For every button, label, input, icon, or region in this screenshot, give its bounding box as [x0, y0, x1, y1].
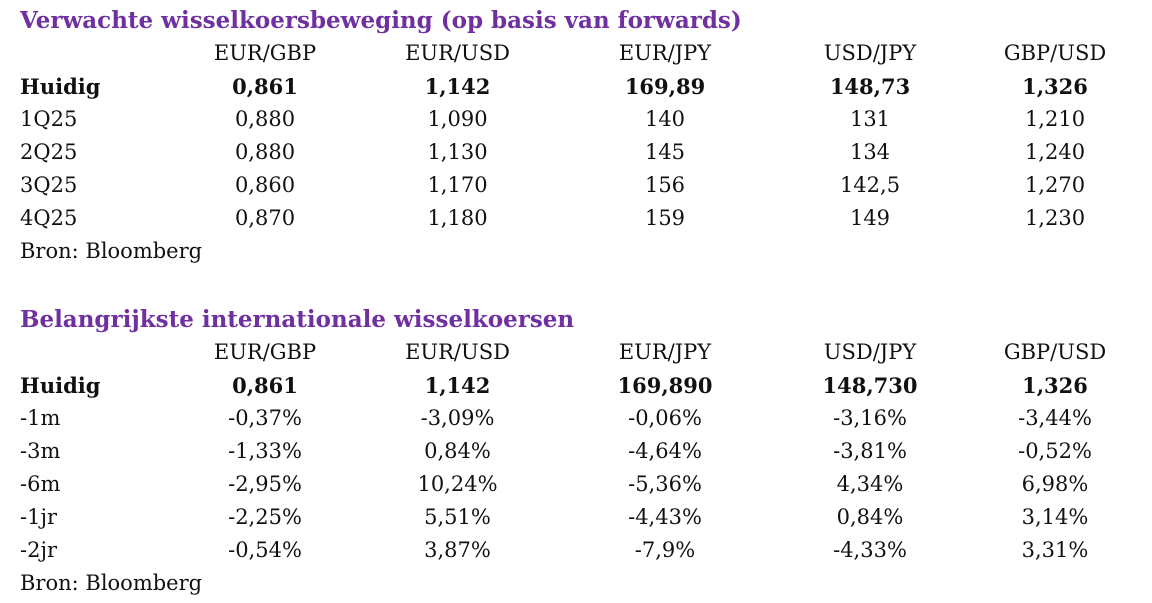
table-cell: 0,860	[234, 173, 296, 197]
table-cell: 1,210	[1024, 107, 1086, 131]
forward-rates-section: Verwachte wisselkoersbeweging (op basis …	[20, 4, 1145, 268]
table-cell: -3,44%	[1018, 406, 1092, 430]
table-row: Huidig 0,861 1,142 169,89 148,73 1,326	[20, 70, 1145, 103]
table-cell: -7,9%	[634, 538, 696, 562]
table-cell: 10,24%	[417, 472, 498, 496]
forward-rates-title: Verwachte wisselkoersbeweging (op basis …	[20, 7, 742, 34]
table-cell: -4,43%	[628, 505, 702, 529]
table-row: -3m -1,33% 0,84% -4,64% -3,81% -0,52%	[20, 435, 1145, 468]
table-cell: 1,270	[1024, 173, 1086, 197]
row-label: Huidig	[20, 74, 101, 99]
table-header-row: EUR/GBP EUR/USD EUR/JPY USD/JPY GBP/USD	[20, 336, 1145, 369]
row-label: -1m	[20, 406, 61, 430]
table-cell: -4,64%	[628, 439, 702, 463]
header-cell: EUR/JPY	[618, 340, 712, 364]
table-cell: -0,54%	[228, 538, 302, 562]
exchange-rates-table: EUR/GBP EUR/USD EUR/JPY USD/JPY GBP/USD …	[20, 336, 1145, 567]
table-row: -1jr -2,25% 5,51% -4,43% 0,84% 3,14%	[20, 501, 1145, 534]
table-cell: 145	[644, 140, 686, 164]
table-cell: 3,87%	[424, 538, 491, 562]
table-cell: -2,95%	[228, 472, 302, 496]
table-row: 2Q25 0,880 1,130 145 134 1,240	[20, 136, 1145, 169]
table-cell: 3,31%	[1021, 538, 1089, 562]
table-cell: 148,73	[829, 74, 911, 99]
header-cell: EUR/JPY	[618, 41, 712, 65]
row-label: 1Q25	[20, 107, 78, 131]
header-cell: EUR/USD	[405, 41, 510, 65]
table-cell: -3,16%	[833, 406, 907, 430]
table-row: Huidig 0,861 1,142 169,890 148,730 1,326	[20, 369, 1145, 402]
source-note: Bron: Bloomberg	[20, 239, 203, 263]
table-cell: 0,84%	[424, 439, 491, 463]
table-cell: 0,880	[234, 107, 296, 131]
table-cell: 1,180	[427, 206, 488, 230]
table-cell: -2,25%	[228, 505, 302, 529]
row-label: 2Q25	[20, 140, 78, 164]
table-row: -2jr -0,54% 3,87% -7,9% -4,33% 3,31%	[20, 534, 1145, 567]
table-cell: 169,890	[617, 373, 713, 398]
table-cell: 6,98%	[1021, 472, 1089, 496]
header-cell: EUR/GBP	[213, 41, 317, 65]
table-cell: -5,36%	[628, 472, 702, 496]
forward-rates-table: EUR/GBP EUR/USD EUR/JPY USD/JPY GBP/USD …	[20, 37, 1145, 235]
table-cell: 1,230	[1024, 206, 1086, 230]
table-cell: 5,51%	[424, 505, 491, 529]
table-row: -1m -0,37% -3,09% -0,06% -3,16% -3,44%	[20, 402, 1145, 435]
table-cell: 0,861	[232, 373, 298, 398]
row-label: -2jr	[20, 538, 58, 562]
table-cell: -1,33%	[228, 439, 302, 463]
table-cell: 140	[644, 107, 686, 131]
table-cell: 148,730	[822, 373, 918, 398]
table-cell: -0,37%	[228, 406, 302, 430]
table-cell: 1,090	[427, 107, 488, 131]
table-cell: 142,5	[839, 173, 901, 197]
row-label: -3m	[20, 439, 61, 463]
table-cell: 169,89	[624, 74, 706, 99]
table-cell: 1,142	[424, 373, 491, 398]
exchange-rates-title: Belangrijkste internationale wisselkoers…	[20, 306, 575, 333]
table-cell: 0,880	[234, 140, 296, 164]
table-cell: 1,326	[1022, 74, 1088, 99]
table-cell: -0,52%	[1018, 439, 1092, 463]
header-cell: USD/JPY	[823, 340, 917, 364]
source-note: Bron: Bloomberg	[20, 571, 203, 595]
row-label: 3Q25	[20, 173, 78, 197]
table-cell: 0,84%	[836, 505, 904, 529]
row-label: -6m	[20, 472, 61, 496]
table-cell: 0,870	[234, 206, 296, 230]
table-cell: 159	[644, 206, 686, 230]
table-cell: 4,34%	[836, 472, 904, 496]
table-cell: 1,130	[427, 140, 488, 164]
table-cell: 156	[644, 173, 686, 197]
table-row: 3Q25 0,860 1,170 156 142,5 1,270	[20, 169, 1145, 202]
table-row: 1Q25 0,880 1,090 140 131 1,210	[20, 103, 1145, 136]
table-cell: 3,14%	[1021, 505, 1089, 529]
table-cell: 0,861	[232, 74, 298, 99]
header-cell: EUR/USD	[405, 340, 510, 364]
table-cell: -4,33%	[833, 538, 907, 562]
table-header-row: EUR/GBP EUR/USD EUR/JPY USD/JPY GBP/USD	[20, 37, 1145, 70]
table-row: 4Q25 0,870 1,180 159 149 1,230	[20, 202, 1145, 235]
header-cell: USD/JPY	[823, 41, 917, 65]
table-cell: 149	[849, 206, 891, 230]
table-cell: 131	[849, 107, 891, 131]
table-row: -6m -2,95% 10,24% -5,36% 4,34% 6,98%	[20, 468, 1145, 501]
header-cell: EUR/GBP	[213, 340, 317, 364]
exchange-rates-section: Belangrijkste internationale wisselkoers…	[20, 303, 1145, 600]
table-cell: 1,240	[1024, 140, 1086, 164]
header-cell: GBP/USD	[1003, 41, 1107, 65]
table-cell: 1,326	[1022, 373, 1088, 398]
table-cell: -0,06%	[628, 406, 702, 430]
table-cell: 1,170	[427, 173, 488, 197]
header-cell: GBP/USD	[1003, 340, 1107, 364]
row-label: 4Q25	[20, 206, 78, 230]
header-cell	[20, 336, 170, 369]
header-cell	[20, 37, 170, 70]
table-cell: 134	[849, 140, 891, 164]
table-cell: 1,142	[424, 74, 491, 99]
row-label: -1jr	[20, 505, 58, 529]
table-cell: -3,09%	[420, 406, 495, 430]
row-label: Huidig	[20, 373, 101, 398]
table-cell: -3,81%	[833, 439, 907, 463]
